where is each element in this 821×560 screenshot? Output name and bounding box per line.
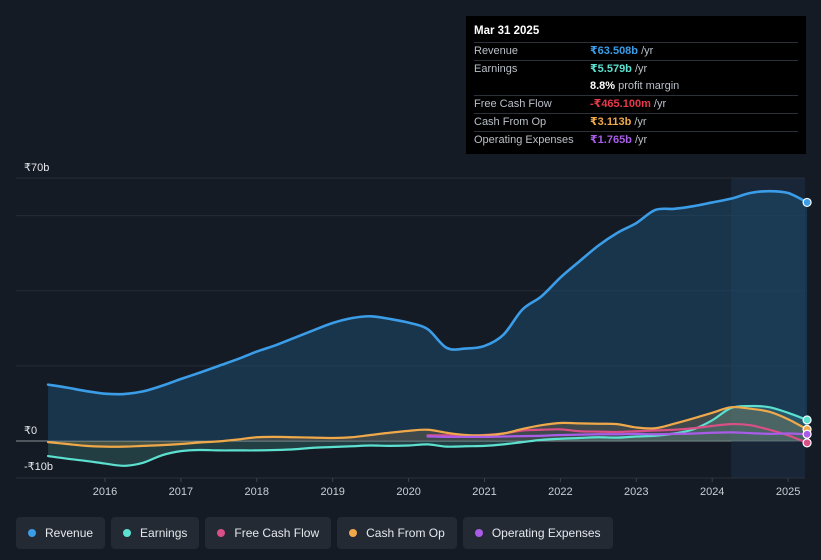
- tooltip-label: Free Cash Flow: [474, 98, 552, 110]
- area-fill-revenue: [48, 191, 808, 441]
- series-line-operating-expenses: [426, 431, 809, 438]
- legend-item-earnings[interactable]: Earnings: [111, 517, 200, 549]
- tooltip-label: Earnings: [474, 63, 518, 75]
- series-line-revenue: [46, 189, 809, 396]
- legend-item-cash-from-op[interactable]: Cash From Op: [337, 517, 457, 549]
- tooltip-row-profit-margin: 8.8% profit margin: [474, 78, 798, 95]
- tooltip-row-free-cash-flow: Free Cash Flow -₹465.100m /yr: [474, 95, 798, 113]
- x-tick-label: 2017: [169, 486, 193, 498]
- endpoint-marker-operating-expenses: [802, 429, 812, 439]
- chart-endpoint-markers: [802, 197, 812, 448]
- x-tick-label: 2021: [472, 486, 496, 498]
- legend-item-revenue[interactable]: Revenue: [16, 517, 106, 549]
- y-axis-label-zero: ₹0: [24, 425, 37, 437]
- x-tick-label: 2018: [245, 486, 269, 498]
- tooltip-value-operating-expenses: ₹1.765b: [590, 134, 632, 146]
- tooltip-unit: /yr: [631, 134, 648, 146]
- tooltip-value-cash-from-op: ₹3.113b: [590, 116, 632, 128]
- chart-legend: Revenue Earnings Free Cash Flow Cash Fro…: [16, 517, 613, 549]
- legend-label: Earnings: [140, 526, 188, 540]
- data-tooltip: Mar 31 2025 Revenue ₹63.508b /yr Earning…: [466, 16, 806, 154]
- tooltip-value-revenue: ₹63.508b: [590, 45, 639, 57]
- x-tick-label: 2019: [320, 486, 344, 498]
- legend-dot-icon: [349, 529, 358, 537]
- legend-dot-icon: [123, 529, 132, 537]
- series-line-cash-from-op: [46, 405, 809, 448]
- legend-label: Free Cash Flow: [234, 526, 320, 540]
- x-tick-label: 2025: [776, 486, 800, 498]
- legend-label: Operating Expenses: [491, 526, 601, 540]
- tooltip-row-earnings: Earnings ₹5.579b /yr: [474, 60, 798, 78]
- legend-dot-icon: [474, 529, 483, 537]
- chart-series-lines: [46, 189, 809, 467]
- x-tick-label: 2024: [700, 486, 724, 498]
- x-tick-label: 2022: [548, 486, 572, 498]
- y-axis-label-bottom: -₹10b: [24, 461, 53, 473]
- tooltip-date: Mar 31 2025: [474, 25, 540, 37]
- endpoint-marker-free-cash-flow: [802, 438, 812, 448]
- tooltip-label: Cash From Op: [474, 116, 547, 128]
- tooltip-value-profit-margin: 8.8%: [590, 80, 616, 92]
- tooltip-label: Operating Expenses: [474, 134, 574, 146]
- tooltip-unit: /yr: [650, 98, 667, 110]
- legend-label: Revenue: [45, 526, 94, 540]
- tooltip-label: [474, 78, 590, 95]
- x-tick-label: 2016: [93, 486, 117, 498]
- legend-dot-icon: [217, 529, 226, 537]
- x-tick-label: 2023: [624, 486, 648, 498]
- tooltip-value-free-cash-flow: -₹465.100m: [590, 98, 651, 110]
- tooltip-value-earnings: ₹5.579b: [590, 63, 632, 75]
- x-axis-ticks: 2016 2017 2018 2019 2020 2021 2022 2023 2024 2025: [93, 478, 800, 498]
- legend-label: Cash From Op: [366, 526, 445, 540]
- legend-item-free-cash-flow[interactable]: Free Cash Flow: [205, 517, 332, 549]
- tooltip-unit: profit margin: [615, 80, 680, 92]
- legend-dot-icon: [28, 529, 36, 537]
- endpoint-marker-earnings: [802, 415, 812, 425]
- tooltip-label: Revenue: [474, 45, 519, 57]
- tooltip-row-cash-from-op: Cash From Op ₹3.113b /yr: [474, 113, 798, 131]
- tooltip-unit: /yr: [631, 116, 647, 128]
- endpoint-marker-revenue: [802, 197, 812, 208]
- tooltip-row-operating-expenses: Operating Expenses ₹1.765b /yr: [474, 131, 798, 149]
- y-axis-label-top: ₹70b: [24, 162, 49, 174]
- tooltip-unit: /yr: [631, 63, 648, 75]
- legend-item-operating-expenses[interactable]: Operating Expenses: [462, 517, 613, 549]
- tooltip-row-revenue: Revenue ₹63.508b /yr: [474, 42, 798, 60]
- x-tick-label: 2020: [396, 486, 420, 498]
- tooltip-unit: /yr: [638, 45, 654, 57]
- series-line-earnings: [46, 404, 809, 467]
